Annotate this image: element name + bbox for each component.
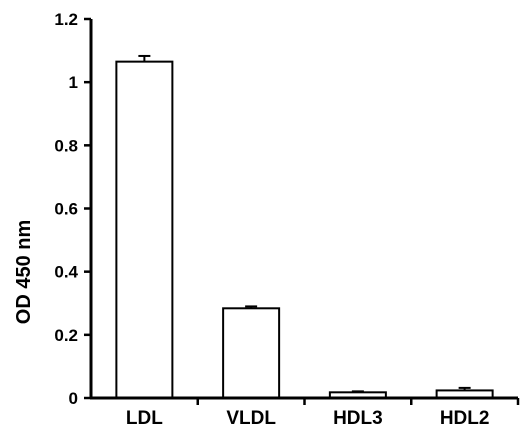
y-tick-label: 0.8 xyxy=(54,136,78,155)
y-axis-title: OD 450 nm xyxy=(13,220,35,324)
y-tick-label: 0.4 xyxy=(54,263,78,282)
bar-ldl xyxy=(115,60,174,399)
x-tick-label: VLDL xyxy=(226,408,276,429)
x-tick-labels: LDL VLDL HDL3 HDL2 xyxy=(126,398,520,429)
y-tick-label: 1.2 xyxy=(54,10,78,29)
x-tick-label: LDL xyxy=(126,408,163,429)
y-tick-label: 0.2 xyxy=(54,326,78,345)
x-tick-label: HDL3 xyxy=(333,408,383,429)
y-tick-label: 0.6 xyxy=(54,200,78,219)
bar-vldl xyxy=(222,307,281,400)
bars xyxy=(115,54,494,400)
y-tick-label: 1 xyxy=(69,73,78,92)
y-ticks: 0 0.2 0.4 0.6 0.8 1 1.2 xyxy=(54,10,91,408)
x-tick-label: HDL2 xyxy=(440,408,490,429)
y-tick-label: 0 xyxy=(69,389,78,408)
